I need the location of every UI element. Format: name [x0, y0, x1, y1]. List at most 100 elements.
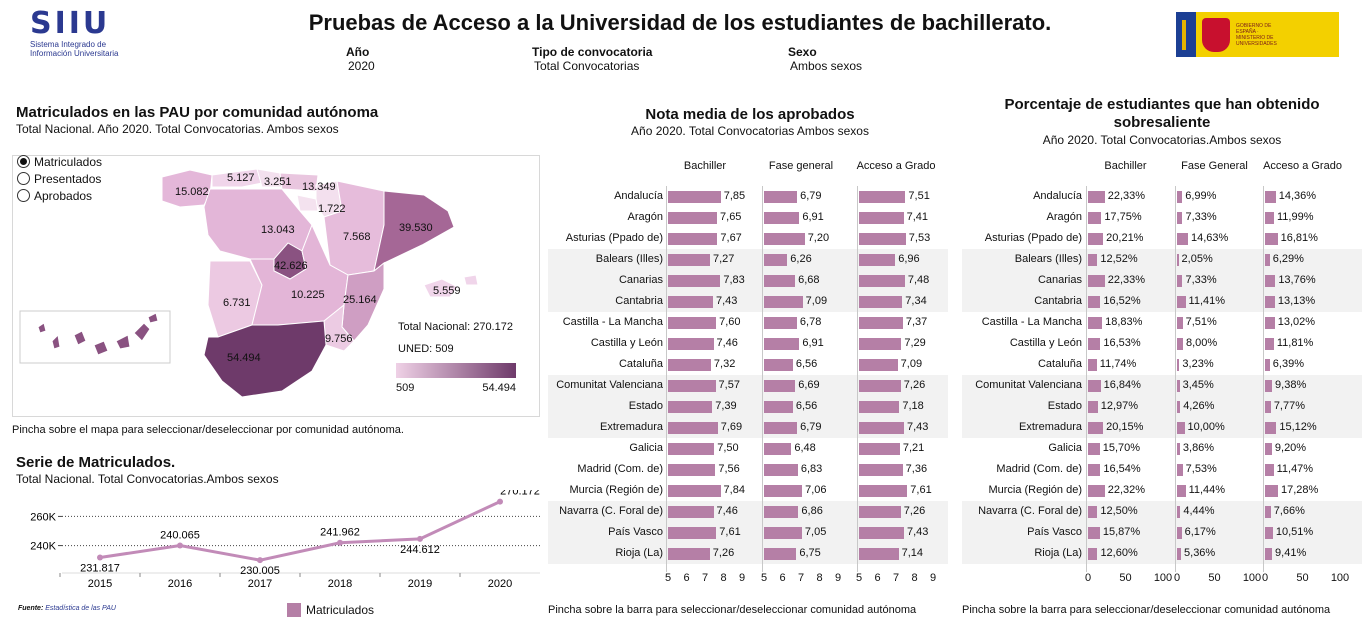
bar-fase-general[interactable]	[1177, 547, 1182, 560]
bar-fase-general[interactable]	[1177, 400, 1181, 413]
bar-acceso-a-grado[interactable]	[1265, 190, 1276, 203]
category-label[interactable]: Castilla - La Mancha	[981, 316, 1082, 328]
bar-fase-general[interactable]	[764, 505, 799, 518]
bar-fase-general[interactable]	[1177, 232, 1188, 245]
bar-bachiller[interactable]	[1088, 337, 1101, 350]
bar-fase-general[interactable]	[764, 421, 798, 434]
category-label[interactable]: Madrid (Com. de)	[577, 463, 663, 475]
bar-acceso-a-grado[interactable]	[1265, 484, 1278, 497]
category-label[interactable]: País Vasco	[608, 526, 663, 538]
bar-fase-general[interactable]	[764, 337, 800, 350]
category-label[interactable]: Aragón	[627, 211, 663, 223]
bar-bachiller[interactable]	[668, 295, 713, 308]
bar-bachiller[interactable]	[1088, 358, 1097, 371]
bar-bachiller[interactable]	[668, 358, 711, 371]
bar-fase-general[interactable]	[1177, 358, 1180, 371]
bar-acceso-a-grado[interactable]	[1265, 463, 1274, 476]
bar-acceso-a-grado[interactable]	[859, 358, 898, 371]
category-label[interactable]: Extremadura	[600, 421, 663, 433]
bar-fase-general[interactable]	[764, 274, 796, 287]
bar-bachiller[interactable]	[668, 379, 716, 392]
category-label[interactable]: Murcia (Región de)	[569, 484, 663, 496]
bar-bachiller[interactable]	[1088, 274, 1105, 287]
spain-choropleth-map[interactable]: 15.082 5.127 3.251 13.349 1.722 13.043 7…	[12, 155, 540, 417]
data-point[interactable]	[417, 535, 423, 542]
category-label[interactable]: Asturias (Ppado de)	[565, 232, 663, 244]
category-label[interactable]: Comunitat Valenciana	[975, 379, 1082, 391]
bar-fase-general[interactable]	[1177, 316, 1183, 329]
bar-acceso-a-grado[interactable]	[1265, 274, 1276, 287]
filter-sexo[interactable]: Sexo Ambos sexos	[788, 45, 862, 73]
bar-acceso-a-grado[interactable]	[1265, 379, 1273, 392]
category-label[interactable]: Cataluña	[1037, 358, 1082, 370]
category-label[interactable]: Galicia	[1048, 442, 1082, 454]
bar-acceso-a-grado[interactable]	[1265, 211, 1274, 224]
bar-fase-general[interactable]	[764, 316, 797, 329]
map-container[interactable]	[12, 155, 540, 417]
bar-bachiller[interactable]	[668, 526, 717, 539]
data-point[interactable]	[257, 557, 263, 564]
bar-bachiller[interactable]	[668, 463, 716, 476]
bar-bachiller[interactable]	[668, 316, 717, 329]
bar-fase-general[interactable]	[764, 547, 797, 560]
bar-bachiller[interactable]	[1088, 442, 1100, 455]
data-point[interactable]	[177, 542, 183, 549]
bar-bachiller[interactable]	[1088, 379, 1101, 392]
category-label[interactable]: Navarra (C. Foral de)	[559, 505, 663, 517]
category-label[interactable]: Cantabria	[1034, 295, 1082, 307]
bar-bachiller[interactable]	[1088, 526, 1100, 539]
bar-bachiller[interactable]	[668, 190, 721, 203]
bar-fase-general[interactable]	[1177, 421, 1185, 434]
bar-bachiller[interactable]	[1088, 295, 1101, 308]
bar-fase-general[interactable]	[1177, 274, 1183, 287]
data-point[interactable]	[497, 498, 503, 505]
bar-fase-general[interactable]	[1177, 442, 1180, 455]
bar-fase-general[interactable]	[1177, 505, 1181, 518]
bar-fase-general[interactable]	[764, 190, 798, 203]
bar-bachiller[interactable]	[668, 484, 721, 497]
data-point[interactable]	[337, 539, 343, 546]
bar-acceso-a-grado[interactable]	[859, 295, 903, 308]
bar-bachiller[interactable]	[668, 337, 714, 350]
radio-aprobados[interactable]: Aprobados	[17, 187, 102, 204]
bar-bachiller[interactable]	[1088, 316, 1103, 329]
bar-acceso-a-grado[interactable]	[1265, 442, 1272, 455]
matriculados-line-chart[interactable]: 240K 260K 2015 2016 2017 2018 2019 2020 231.817 2…	[12, 490, 542, 594]
category-label[interactable]: Extremadura	[1019, 421, 1082, 433]
radio-presentados[interactable]: Presentados	[17, 170, 102, 187]
bar-acceso-a-grado[interactable]	[1265, 358, 1270, 371]
bar-acceso-a-grado[interactable]	[859, 190, 906, 203]
bar-acceso-a-grado[interactable]	[859, 274, 905, 287]
bar-acceso-a-grado[interactable]	[859, 421, 904, 434]
category-label[interactable]: Estado	[628, 400, 663, 412]
bar-acceso-a-grado[interactable]	[859, 316, 903, 329]
category-label[interactable]: Cantabria	[615, 295, 663, 307]
bar-fase-general[interactable]	[1177, 211, 1183, 224]
category-label[interactable]: Asturias (Ppado de)	[984, 232, 1082, 244]
bar-acceso-a-grado[interactable]	[1265, 253, 1270, 266]
bar-fase-general[interactable]	[1177, 190, 1183, 203]
data-point[interactable]	[97, 554, 103, 561]
bar-bachiller[interactable]	[1088, 253, 1098, 266]
category-label[interactable]: Estado	[1047, 400, 1082, 412]
category-label[interactable]: Comunitat Valenciana	[556, 379, 663, 391]
category-label[interactable]: Andalucía	[614, 190, 663, 202]
bar-bachiller[interactable]	[668, 253, 710, 266]
bar-bachiller[interactable]	[668, 400, 713, 413]
bar-bachiller[interactable]	[668, 547, 710, 560]
bar-bachiller[interactable]	[1088, 484, 1105, 497]
bar-acceso-a-grado[interactable]	[859, 526, 904, 539]
region-andalucia[interactable]	[203, 320, 327, 398]
bar-fase-general[interactable]	[764, 379, 796, 392]
bar-acceso-a-grado[interactable]	[1265, 526, 1273, 539]
category-label[interactable]: Murcia (Región de)	[988, 484, 1082, 496]
bar-acceso-a-grado[interactable]	[859, 505, 901, 518]
filter-convocatoria[interactable]: Tipo de convocatoria Total Convocatorias	[532, 45, 652, 73]
radio-matriculados[interactable]: Matriculados	[17, 153, 102, 170]
category-label[interactable]: Balears (Illes)	[1014, 253, 1082, 265]
bar-bachiller[interactable]	[668, 274, 721, 287]
category-label[interactable]: Madrid (Com. de)	[996, 463, 1082, 475]
bar-acceso-a-grado[interactable]	[859, 400, 900, 413]
bar-bachiller[interactable]	[1088, 547, 1098, 560]
bar-acceso-a-grado[interactable]	[1265, 232, 1278, 245]
